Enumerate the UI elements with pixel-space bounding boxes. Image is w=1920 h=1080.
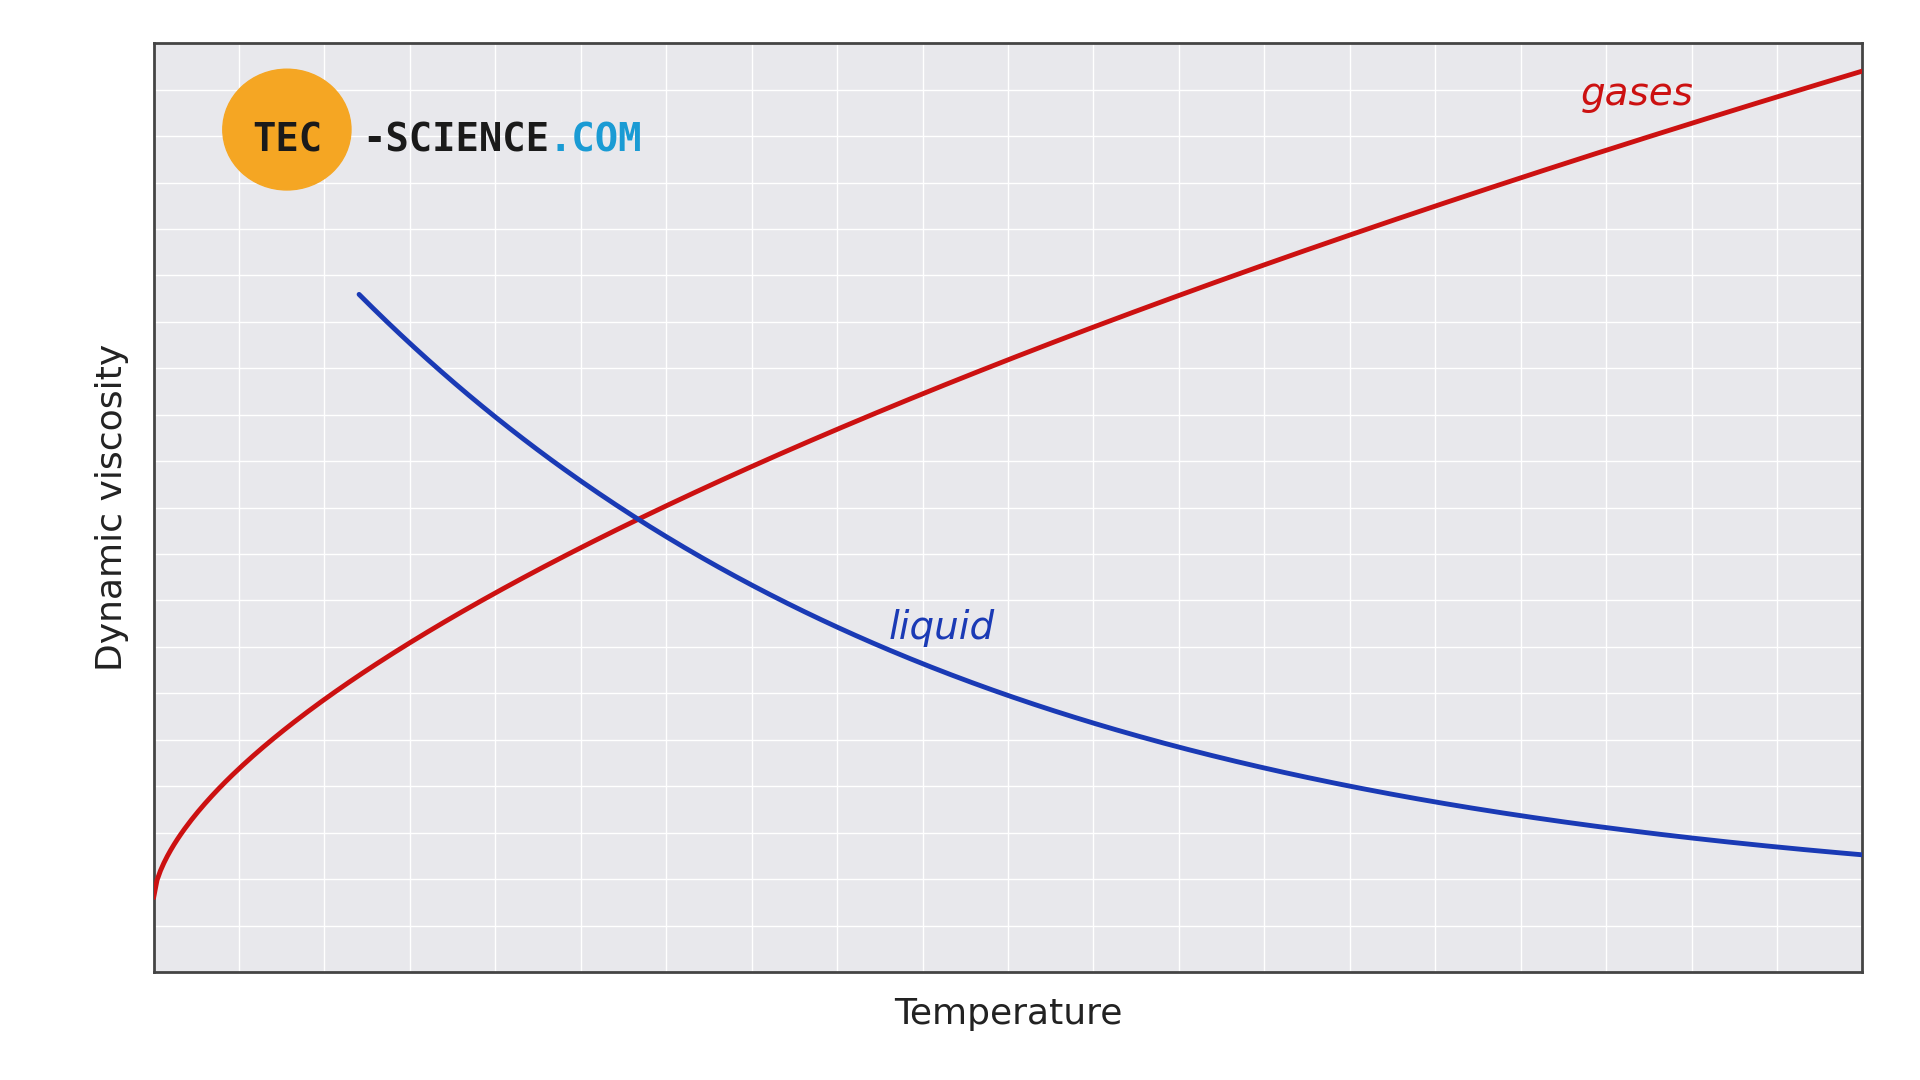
Ellipse shape: [223, 69, 351, 190]
Y-axis label: Dynamic viscosity: Dynamic viscosity: [94, 343, 129, 672]
Text: liquid: liquid: [889, 609, 995, 647]
Text: -SCIENCE: -SCIENCE: [363, 122, 549, 160]
Text: .COM: .COM: [549, 122, 641, 160]
X-axis label: Temperature: Temperature: [895, 997, 1121, 1031]
Text: gases: gases: [1580, 76, 1693, 113]
Text: TEC: TEC: [252, 122, 323, 160]
